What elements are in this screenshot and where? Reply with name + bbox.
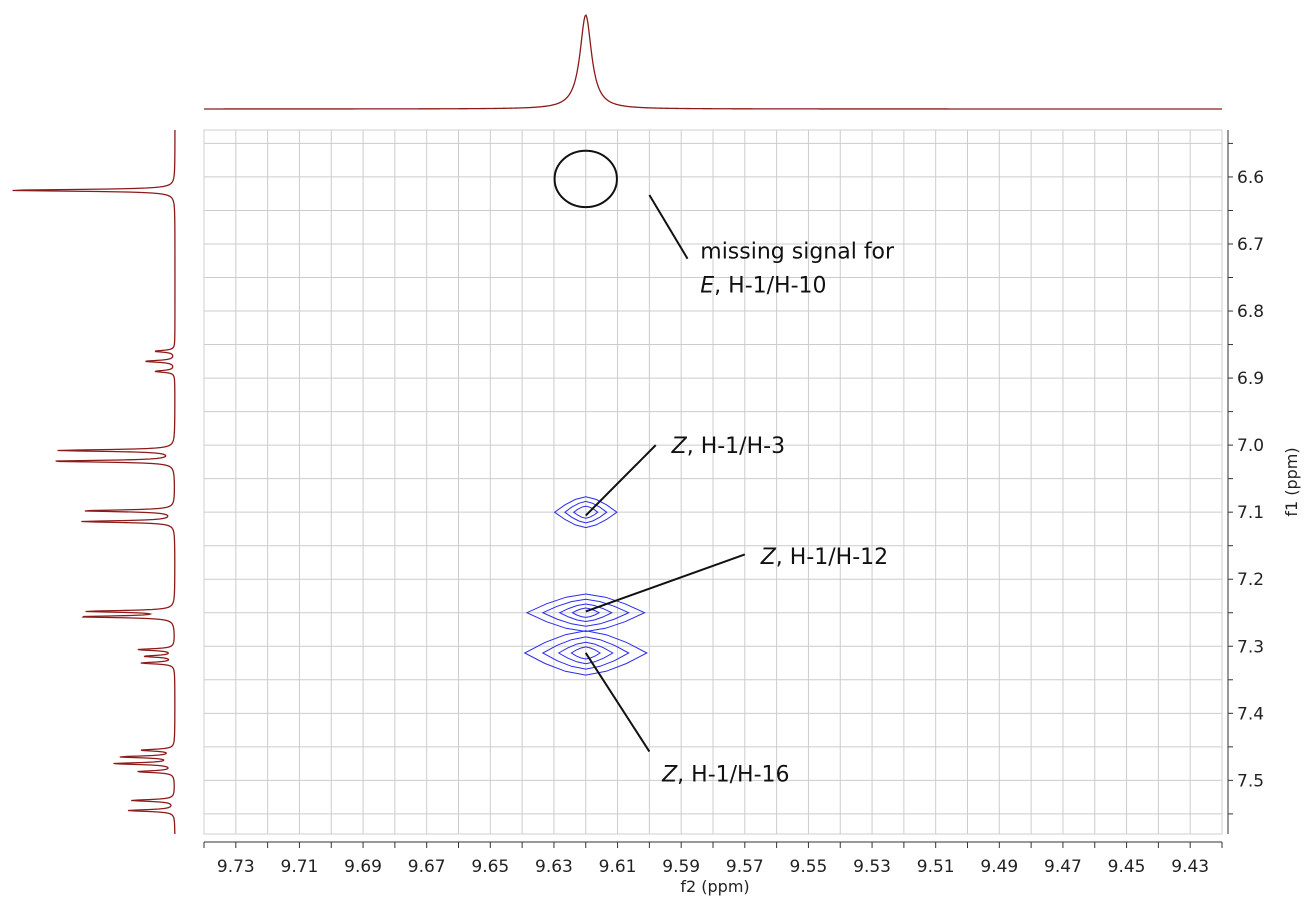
x-tick-label: 9.65	[471, 857, 509, 877]
contour-level	[572, 505, 599, 519]
y-tick-label: 7.3	[1237, 637, 1264, 657]
x-tick-label: 9.59	[662, 857, 700, 877]
annotation-label: , H-1/H-10	[714, 274, 826, 299]
x-tick-label: 9.61	[599, 857, 637, 877]
annotation-leader	[584, 652, 651, 753]
x-tick-label: 9.69	[344, 857, 382, 877]
annotation: missing signal for E, H-1/H-10	[648, 194, 895, 299]
annotation-text: Z, H-1/H-12	[760, 545, 888, 570]
y-tick-label: 7.4	[1237, 704, 1264, 724]
annotation-italic: Z	[661, 763, 678, 788]
y-tick-label: 6.7	[1237, 235, 1264, 255]
x-tick-label: 9.47	[1044, 857, 1082, 877]
annotation: Z, H-1/H-3	[585, 434, 785, 517]
y-tick-label: 6.6	[1237, 168, 1264, 188]
annotation-italic: E	[700, 274, 714, 299]
contour-level	[558, 603, 613, 623]
contour-level	[557, 641, 614, 665]
contour-level	[563, 500, 608, 524]
x-tick-label: 9.73	[217, 857, 255, 877]
x-tick-label: 9.43	[1171, 857, 1209, 877]
y-axis: 6.6 6.7 6.8 6.9 7.0 7.1 7.2 7.3 7.4 7.5	[1227, 130, 1264, 834]
y-axis-title: f1 (ppm)	[1282, 447, 1301, 516]
plot-frame	[203, 129, 1223, 835]
left-projection-trace	[12, 130, 176, 835]
annotation: Z, H-1/H-12	[585, 545, 888, 613]
annotation-label: missing signal for	[700, 240, 895, 265]
contour-level	[541, 598, 630, 627]
annotation-label: , H-1/H-12	[776, 545, 888, 570]
y-tick-label: 6.8	[1237, 302, 1264, 322]
cross-peak	[553, 496, 618, 529]
x-tick-label: 9.57	[726, 857, 764, 877]
x-tick-label: 9.49	[980, 857, 1018, 877]
annotation-leader	[585, 553, 746, 613]
annotation-italic: Z	[671, 434, 688, 459]
annotation-leader	[648, 194, 689, 260]
y-tick-label: 7.2	[1237, 570, 1264, 590]
x-axis: 9.73 9.71 9.69 9.67 9.65 9.63 9.61 9.59 9.57 9.55…	[203, 841, 1223, 877]
contour-level	[523, 630, 648, 676]
annotation-text: E, H-1/H-10	[700, 274, 826, 299]
annotation-label: , H-1/H-16	[677, 763, 789, 788]
annotation: Z, H-1/H-16	[584, 652, 790, 788]
y-tick-label: 7.0	[1237, 436, 1264, 456]
y-tick-label: 6.9	[1237, 369, 1264, 389]
annotation-text: Z, H-1/H-16	[661, 763, 789, 788]
y-tick-label: 7.5	[1237, 771, 1264, 791]
y-tick-label: 7.1	[1237, 503, 1264, 523]
contour-level	[570, 646, 602, 660]
x-tick-label: 9.55	[790, 857, 828, 877]
contour-level	[541, 636, 630, 670]
x-tick-label: 9.71	[281, 857, 319, 877]
x-tick-label: 9.45	[1108, 857, 1146, 877]
x-tick-label: 9.67	[408, 857, 446, 877]
annotation-leader	[585, 444, 657, 517]
contour-layer	[523, 496, 648, 676]
contour-level	[553, 496, 618, 529]
x-tick-label: 9.51	[917, 857, 955, 877]
x-tick-label: 9.63	[535, 857, 573, 877]
plot-grid	[203, 130, 1223, 834]
x-tick-label: 9.53	[853, 857, 891, 877]
cross-peak	[523, 630, 648, 676]
annotation-text: Z, H-1/H-3	[671, 434, 785, 459]
annotation-label: , H-1/H-3	[687, 434, 785, 459]
contour-level	[525, 593, 646, 633]
x-axis-title: f2 (ppm)	[680, 877, 749, 896]
missing-signal-marker	[553, 149, 618, 209]
annotation-italic: Z	[760, 545, 777, 570]
top-projection-trace	[204, 13, 1222, 110]
annotation-text: missing signal for	[700, 240, 895, 265]
